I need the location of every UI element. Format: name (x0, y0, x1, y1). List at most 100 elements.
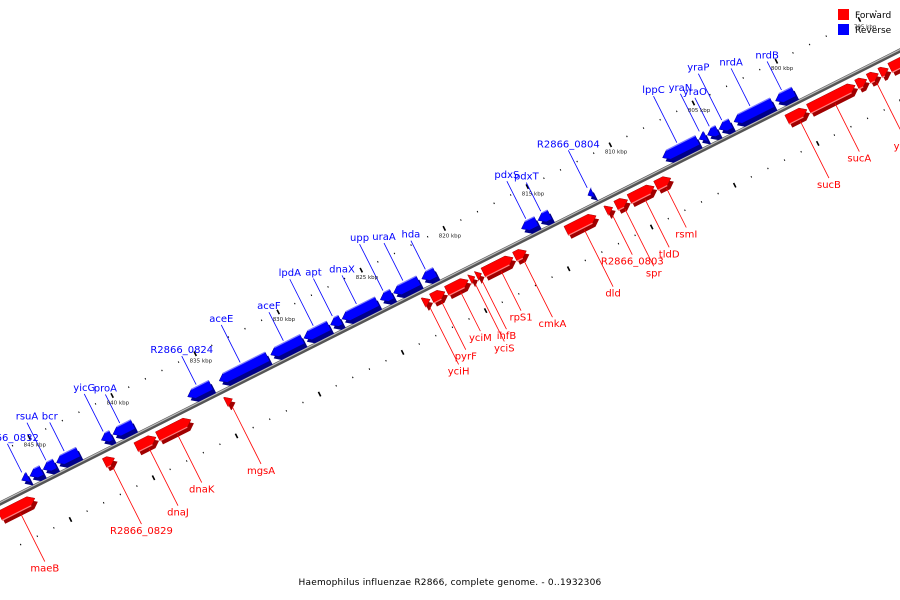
tick-mark (294, 302, 296, 305)
gene-R2866_0803[interactable] (603, 205, 616, 219)
gene-spr[interactable] (613, 198, 631, 214)
gene-rpS1[interactable] (480, 255, 517, 281)
gene-features (0, 55, 900, 524)
leader-line (26, 422, 47, 461)
gene-highlight (159, 426, 188, 442)
tick-mark (385, 359, 387, 362)
gene-label: cmkA (539, 319, 567, 330)
gene-unlabeled-0[interactable] (887, 55, 900, 76)
gene-pdxS[interactable] (521, 216, 542, 234)
gene-ycbL[interactable] (865, 71, 882, 87)
gene-yicG[interactable] (100, 430, 117, 446)
gene-unlabeled-44[interactable] (29, 465, 47, 482)
gene-body (21, 472, 31, 483)
tick-mark (767, 167, 769, 170)
gene-yraN[interactable] (698, 130, 712, 145)
gene-yraP[interactable] (718, 118, 736, 135)
gene-R2866_0824[interactable] (187, 380, 217, 402)
gene-dld[interactable] (563, 213, 600, 239)
gene-body (718, 118, 734, 132)
gene-highlight (222, 351, 266, 374)
gene-label: ycbL (894, 142, 900, 153)
gene-body (270, 334, 305, 357)
gene-pyrF[interactable] (429, 290, 448, 307)
gene-body (733, 97, 775, 124)
gene-mgsA[interactable] (223, 397, 236, 411)
gene-nrdA[interactable] (733, 97, 778, 127)
gene-highlight (631, 193, 651, 205)
tick-mark (400, 349, 405, 355)
legend-label-forward: Forward (855, 11, 891, 21)
tick-mark (601, 251, 603, 253)
gene-highlight (46, 458, 53, 463)
tick-mark (592, 152, 595, 155)
gene-proA[interactable] (112, 419, 139, 440)
leader-line (49, 422, 65, 452)
tick-mark (327, 285, 329, 288)
gene-body (467, 274, 476, 285)
gene-label: upp (350, 233, 369, 244)
gene-rsmI[interactable] (653, 176, 674, 194)
gene-apt[interactable] (330, 314, 346, 330)
leader-line (289, 279, 314, 326)
gene-label: R2866_0832 (0, 433, 39, 444)
tick-mark (483, 307, 488, 314)
legend-swatch-reverse (838, 24, 849, 35)
gene-label: nrdB (755, 50, 779, 61)
gene-body (223, 397, 233, 407)
gene-body (100, 430, 114, 442)
tick-mark (534, 284, 537, 287)
leader-line (583, 229, 614, 287)
gene-body (887, 56, 900, 73)
tick-mark (774, 58, 779, 64)
gene-uraA[interactable] (393, 275, 424, 299)
gene-bcr[interactable] (56, 446, 84, 468)
gene-lppC[interactable] (662, 135, 703, 163)
gene-sucA[interactable] (806, 83, 859, 117)
gene-lpdA[interactable] (303, 320, 335, 344)
gene-unlabeled-1[interactable] (877, 66, 892, 81)
gene-label: rpS1 (509, 313, 532, 324)
gene-R2866_0804[interactable] (587, 187, 599, 201)
gene-cmkA[interactable] (512, 249, 530, 265)
tick-mark (418, 343, 420, 345)
tick-mark (161, 369, 163, 372)
gene-pdxT[interactable] (537, 209, 555, 226)
gene-dnaJ[interactable] (133, 435, 160, 456)
gene-rsuA[interactable] (42, 458, 61, 475)
gene-label: nrdA (719, 57, 743, 68)
gene-dnaX[interactable] (341, 296, 383, 325)
gene-yciH[interactable] (420, 297, 434, 311)
gene-yraO[interactable] (707, 125, 723, 141)
tick-mark (518, 292, 520, 295)
kbp-label: 825 kbp (356, 275, 379, 281)
gene-highlight (485, 264, 510, 278)
genome-backbone (0, 48, 900, 506)
gene-maeB[interactable] (0, 496, 38, 524)
gene-R2866_0829[interactable] (101, 456, 118, 472)
gene-sucB[interactable] (784, 107, 810, 128)
leader-line (460, 291, 481, 332)
tick-mark (825, 35, 827, 38)
gene-R2866_0832[interactable] (21, 471, 34, 486)
gene-unlabeled-3[interactable] (854, 77, 870, 93)
gene-highlight (541, 209, 548, 214)
gene-tldD[interactable] (626, 184, 658, 208)
gene-yciM[interactable] (444, 278, 472, 299)
gene-label: proA (94, 383, 117, 394)
tick-mark (377, 260, 379, 263)
gene-label: sucB (817, 180, 841, 191)
gene-body (444, 278, 469, 296)
gene-yciS[interactable] (467, 274, 478, 288)
gene-nrdB[interactable] (775, 86, 800, 106)
gene-aceF[interactable] (270, 334, 308, 360)
tick-mark (667, 217, 670, 220)
position-labels: 795 kbp 800 kbp 805 kbp 810 kbp 815 kbp 820 k… (24, 24, 877, 448)
gene-hda[interactable] (421, 267, 441, 284)
gene-upp[interactable] (379, 288, 398, 305)
gene-aceE[interactable] (218, 351, 273, 386)
gene-dnaK[interactable] (155, 417, 194, 445)
gene-ihfB[interactable] (473, 271, 485, 284)
gene-label: tldD (659, 249, 680, 260)
